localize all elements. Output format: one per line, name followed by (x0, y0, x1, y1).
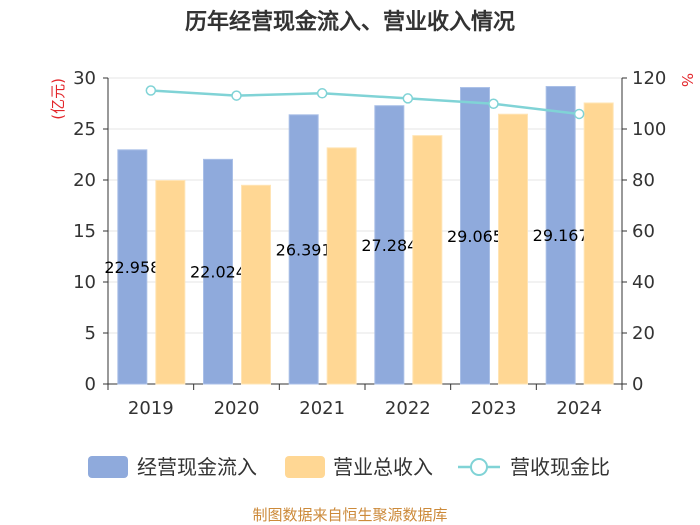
data-label-cash-inflow-2022: 27.284 (361, 236, 417, 255)
legend-label-ratio: 营收现金比 (510, 455, 610, 479)
bar-revenue-2024 (583, 102, 614, 385)
ratio-point-2021 (316, 88, 328, 99)
ratio-point-2024 (573, 108, 585, 120)
x-axis-tick-label-2024: 2024 (556, 398, 602, 419)
bar-revenue-2021 (326, 147, 357, 385)
right-axis-tick-label: 60 (632, 221, 655, 242)
right-axis-title: % (678, 73, 696, 87)
data-label-cash-inflow-2019: 22.958 (104, 258, 160, 277)
left-axis-title: (亿元) (49, 78, 67, 120)
right-axis-tick-label: 20 (632, 323, 655, 344)
left-axis-tick-label: 5 (85, 323, 96, 344)
bar-revenue-2020 (241, 184, 271, 385)
bar-cash-inflow-2023 (460, 87, 490, 385)
left-axis-tick-label: 0 (85, 374, 96, 395)
bar-cash-inflow-2021 (288, 114, 319, 385)
left-axis-tick-label: 25 (73, 119, 96, 140)
legend-swatch-ratio-marker (470, 458, 488, 476)
ratio-point-2019 (145, 85, 157, 96)
left-axis-tick-label: 10 (73, 272, 96, 293)
ratio-point-2022 (402, 93, 414, 104)
bar-cash-inflow-2019 (117, 149, 148, 385)
ratio-point-2020 (231, 90, 242, 101)
data-label-cash-inflow-2020: 22.024 (190, 263, 246, 282)
left-axis-tick-label: 15 (73, 221, 96, 242)
bar-cash-inflow-2024 (545, 85, 576, 385)
cash-inflow-bars (117, 85, 576, 385)
plot-area: 22.958 22.024 26.391 27.284 29.065 29.167 0 5 10… (73, 68, 666, 419)
left-axis-tick-label: 30 (73, 68, 96, 89)
legend-swatch-revenue (285, 456, 325, 478)
x-axis-tick-label-2020: 2020 (214, 398, 260, 419)
axes (103, 77, 627, 390)
data-label-cash-inflow-2024: 29.167 (533, 226, 589, 245)
legend-label-revenue: 营业总收入 (333, 455, 433, 479)
x-axis-tick-label-2022: 2022 (385, 398, 431, 419)
right-axis-tick-label: 40 (632, 272, 655, 293)
tick-labels: 0 5 10 15 20 25 30 0 20 40 60 80 100 120 2019 2020 2021 2… (73, 68, 666, 419)
right-axis-tick-label: 80 (632, 170, 655, 191)
bar-cash-inflow-2020 (203, 158, 233, 385)
legend-item-ratio[interactable]: 营收现金比 (458, 455, 610, 479)
ratio-point-2023 (488, 98, 499, 110)
left-axis-tick-label: 20 (73, 170, 96, 191)
bar-revenue-2023 (498, 113, 528, 385)
legend-item-cash-inflow[interactable]: 经营现金流入 (88, 455, 257, 479)
bar-revenue-2022 (412, 135, 443, 385)
right-axis-tick-label: 0 (632, 374, 643, 395)
legend-swatch-cash-inflow (88, 456, 128, 478)
x-axis-tick-label-2019: 2019 (128, 398, 174, 419)
right-axis-tick-label: 120 (632, 68, 666, 89)
x-axis-tick-label-2021: 2021 (299, 398, 345, 419)
bar-revenue-2019 (155, 180, 186, 385)
right-axis-tick-label: 100 (632, 119, 666, 140)
cash-inflow-data-labels: 22.958 22.024 26.391 27.284 29.065 29.167 (104, 226, 588, 281)
legend: 经营现金流入 营业总收入 营收现金比 (88, 455, 610, 479)
legend-item-revenue[interactable]: 营业总收入 (285, 455, 433, 479)
legend-label-cash-inflow: 经营现金流入 (137, 455, 257, 479)
ratio-line-layer (145, 85, 585, 120)
revenue-bars (155, 102, 614, 385)
x-axis-tick-label-2023: 2023 (471, 398, 517, 419)
source-footer: 制图数据来自恒生聚源数据库 (252, 506, 447, 524)
data-label-cash-inflow-2023: 29.065 (447, 227, 503, 246)
gridlines (108, 77, 622, 334)
bar-cash-inflow-2022 (374, 105, 405, 385)
chart-title: 历年经营现金流入、营业收入情况 (185, 9, 515, 35)
ratio-line (150, 89, 580, 116)
data-label-cash-inflow-2021: 26.391 (276, 240, 332, 259)
